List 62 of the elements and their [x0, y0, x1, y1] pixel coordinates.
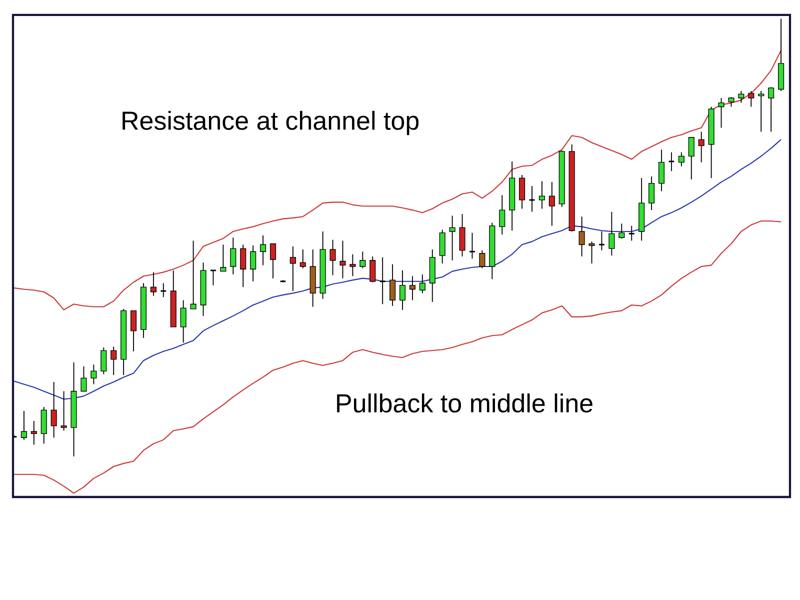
candlestick — [578, 216, 585, 257]
candlestick — [180, 300, 186, 344]
candlestick — [270, 243, 276, 279]
candlestick — [688, 136, 694, 180]
candlestick — [80, 366, 87, 392]
candlestick — [409, 276, 416, 301]
candlestick — [668, 152, 675, 172]
candlestick — [419, 274, 426, 294]
candlestick — [220, 244, 226, 272]
candlestick — [449, 215, 456, 261]
candlestick — [738, 90, 744, 104]
candlestick — [379, 256, 386, 305]
candlestick — [728, 96, 734, 108]
candlestick — [250, 245, 256, 282]
candlestick — [468, 232, 476, 260]
candlestick — [390, 264, 396, 306]
candlestick — [60, 390, 67, 432]
candlestick — [50, 382, 57, 438]
candlestick — [90, 364, 97, 385]
candlestick — [340, 240, 346, 279]
annotation: Pullback to middle line — [337, 393, 592, 413]
candlestick — [240, 244, 246, 288]
candlestick — [588, 241, 595, 264]
candlestick — [628, 225, 636, 242]
candlestick — [100, 346, 107, 375]
candlestick — [260, 234, 266, 266]
candlestick — [30, 420, 37, 446]
candlestick — [399, 270, 406, 310]
candlestick — [768, 86, 774, 132]
candlestick — [290, 246, 296, 292]
candlestick — [658, 149, 665, 192]
candlestick — [758, 90, 764, 132]
candlestick — [360, 251, 366, 269]
candlestick — [519, 174, 526, 210]
candlestick — [330, 239, 336, 276]
candlestick — [618, 223, 625, 239]
candlestick — [370, 256, 376, 283]
candlestick — [479, 250, 486, 269]
candlestick — [230, 237, 236, 275]
candlestick — [528, 186, 536, 212]
candlestick — [40, 406, 47, 444]
candlestick — [20, 410, 27, 440]
candlestick — [548, 182, 555, 226]
annotation: Resistance at channel top — [122, 110, 419, 136]
candlestick — [110, 346, 117, 376]
candlestick — [190, 240, 196, 310]
candlestick — [350, 254, 356, 277]
candlestick — [648, 176, 655, 211]
candlestick — [538, 180, 545, 210]
candlestick — [608, 211, 615, 256]
candlestick — [698, 131, 704, 163]
candlestick — [459, 214, 466, 257]
candlestick — [748, 90, 754, 108]
candlestick — [439, 229, 446, 264]
candlestick — [678, 152, 684, 167]
candlestick — [300, 248, 306, 269]
candlestick — [210, 270, 217, 286]
candlestick — [150, 272, 156, 296]
candlestick — [130, 310, 137, 352]
candlestick — [718, 98, 724, 128]
candlestick — [499, 194, 506, 236]
candlestick — [598, 231, 606, 251]
